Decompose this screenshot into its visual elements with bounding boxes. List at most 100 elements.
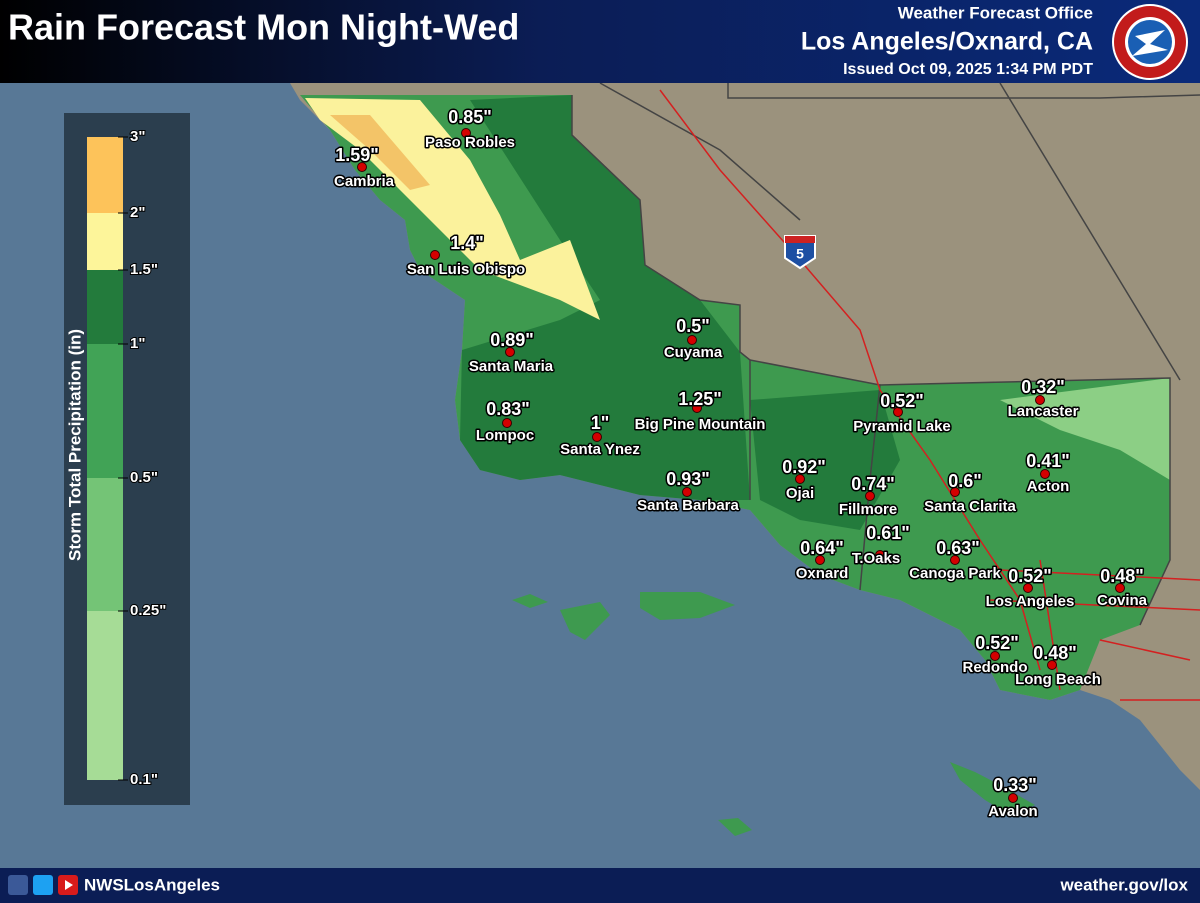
rain-amount: 0.5" bbox=[676, 316, 710, 336]
footer bbox=[0, 868, 1200, 903]
rain-area-orange bbox=[330, 115, 430, 190]
city-name: Redondo bbox=[963, 659, 1028, 676]
legend-band bbox=[87, 478, 123, 611]
county-borders bbox=[571, 82, 1200, 626]
city-marker bbox=[505, 347, 515, 357]
legend-band bbox=[87, 137, 123, 213]
city-marker bbox=[1035, 395, 1045, 405]
city-marker bbox=[692, 403, 702, 413]
city-name: Ojai bbox=[786, 485, 814, 502]
legend-tick-label: 0.5" bbox=[130, 469, 158, 486]
city-marker bbox=[592, 432, 602, 442]
interstate-shield: 5 bbox=[784, 235, 816, 270]
rain-amount: 0.74" bbox=[851, 474, 895, 494]
city-name: Santa Ynez bbox=[560, 441, 640, 458]
city-name: Avalon bbox=[988, 803, 1037, 820]
rain-amount: 0.6" bbox=[948, 471, 982, 491]
city-marker bbox=[893, 407, 903, 417]
city-name: T.Oaks bbox=[852, 550, 900, 567]
city-name: Covina bbox=[1097, 592, 1148, 609]
legend: 0.1" 0.25" 0.5" 1" 1.5" 2" 3" bbox=[87, 127, 167, 789]
website: weather.gov/lox bbox=[1059, 875, 1188, 894]
issued-time: Issued Oct 09, 2025 1:34 PM PDT bbox=[843, 61, 1093, 78]
legend-band bbox=[87, 611, 123, 780]
city-name: Los Angeles bbox=[986, 593, 1075, 610]
city-marker bbox=[950, 487, 960, 497]
legend-tick-label: 0.25" bbox=[130, 602, 166, 619]
legend-panel bbox=[64, 113, 190, 805]
city-name: San Luis Obispo bbox=[407, 261, 525, 278]
rain-amount: 0.32" bbox=[1021, 377, 1065, 397]
city-marker bbox=[430, 250, 440, 260]
city-name: Pyramid Lake bbox=[853, 418, 951, 435]
city-name: Canoga Park bbox=[909, 565, 1001, 582]
rain-amount: 0.85" bbox=[448, 107, 492, 127]
city-marker bbox=[865, 491, 875, 501]
legend-tick-label: 0.1" bbox=[130, 771, 158, 788]
rain-amount: 0.64" bbox=[800, 538, 844, 558]
legend-tick-label: 1.5" bbox=[130, 261, 158, 278]
shield-number: 5 bbox=[796, 246, 804, 262]
city-name: Fillmore bbox=[839, 501, 897, 518]
rain-amount: 1.4" bbox=[450, 233, 484, 253]
city-name: Acton bbox=[1027, 478, 1070, 495]
city-name: Santa Barbara bbox=[637, 497, 739, 514]
rain-amount: 0.52" bbox=[880, 391, 924, 411]
city-marker bbox=[815, 555, 825, 565]
header bbox=[0, 0, 1200, 83]
city-name: Paso Robles bbox=[425, 134, 515, 151]
city-marker bbox=[682, 487, 692, 497]
rain-amount: 0.52" bbox=[1008, 566, 1052, 586]
cities: 0.85" Paso Robles 1.59" Cambria 1.4" San Luis… bbox=[332, 105, 1149, 821]
city-name: Lompoc bbox=[476, 427, 534, 444]
city-name: Santa Maria bbox=[469, 358, 554, 375]
rain-amount: 0.33" bbox=[993, 775, 1037, 795]
rain-amount: 0.63" bbox=[936, 538, 980, 558]
legend-band bbox=[87, 213, 123, 270]
nws-logo bbox=[1112, 4, 1188, 80]
rain-amount: 0.92" bbox=[782, 457, 826, 477]
office-location: Los Angeles/Oxnard, CA bbox=[801, 28, 1093, 56]
city-marker bbox=[875, 550, 885, 560]
legend-band bbox=[87, 270, 123, 344]
legend-band bbox=[87, 344, 123, 478]
city-marker bbox=[687, 335, 697, 345]
rain-amount: 1.59" bbox=[335, 145, 379, 165]
city-marker bbox=[1115, 583, 1125, 593]
city-name: Big Pine Mountain bbox=[635, 416, 766, 433]
office-label: Weather Forecast Office bbox=[898, 3, 1093, 22]
social-handle: NWSLosAngeles bbox=[84, 875, 220, 894]
rain-area-heavy bbox=[750, 390, 900, 530]
city-marker bbox=[795, 474, 805, 484]
city-marker bbox=[357, 162, 367, 172]
legend-tick-label: 2" bbox=[130, 204, 145, 221]
city-name: Long Beach bbox=[1015, 671, 1101, 688]
city-marker bbox=[1008, 793, 1018, 803]
rain-amount: 0.41" bbox=[1026, 451, 1070, 471]
city-marker bbox=[1023, 583, 1033, 593]
rain-amount: 0.48" bbox=[1100, 566, 1144, 586]
rain-amount: 0.83" bbox=[486, 399, 530, 419]
city-marker bbox=[461, 128, 471, 138]
city-name: Oxnard bbox=[796, 565, 849, 582]
rain-amount: 1.25" bbox=[678, 389, 722, 409]
legend-tick-label: 3" bbox=[130, 128, 145, 145]
rain-amount: 1" bbox=[591, 413, 610, 433]
rain-amount: 0.52" bbox=[975, 633, 1019, 653]
rain-amount: 0.48" bbox=[1033, 643, 1077, 663]
rain-area-heavy bbox=[460, 95, 750, 500]
rain-amount: 0.93" bbox=[666, 469, 710, 489]
social-icons bbox=[8, 875, 78, 895]
legend-title: Storm Total Precipitation (in) bbox=[65, 329, 84, 561]
title: Rain Forecast Mon Night-Wed bbox=[8, 7, 519, 48]
city-marker bbox=[502, 418, 512, 428]
city-name: Lancaster bbox=[1008, 403, 1079, 420]
city-name: Cuyama bbox=[664, 344, 723, 361]
city-name: Cambria bbox=[334, 173, 395, 190]
city-marker bbox=[1047, 660, 1057, 670]
city-marker bbox=[950, 555, 960, 565]
rain-amount: 0.61" bbox=[866, 523, 910, 543]
rain-amount: 0.89" bbox=[490, 330, 534, 350]
highways bbox=[659, 89, 1200, 701]
